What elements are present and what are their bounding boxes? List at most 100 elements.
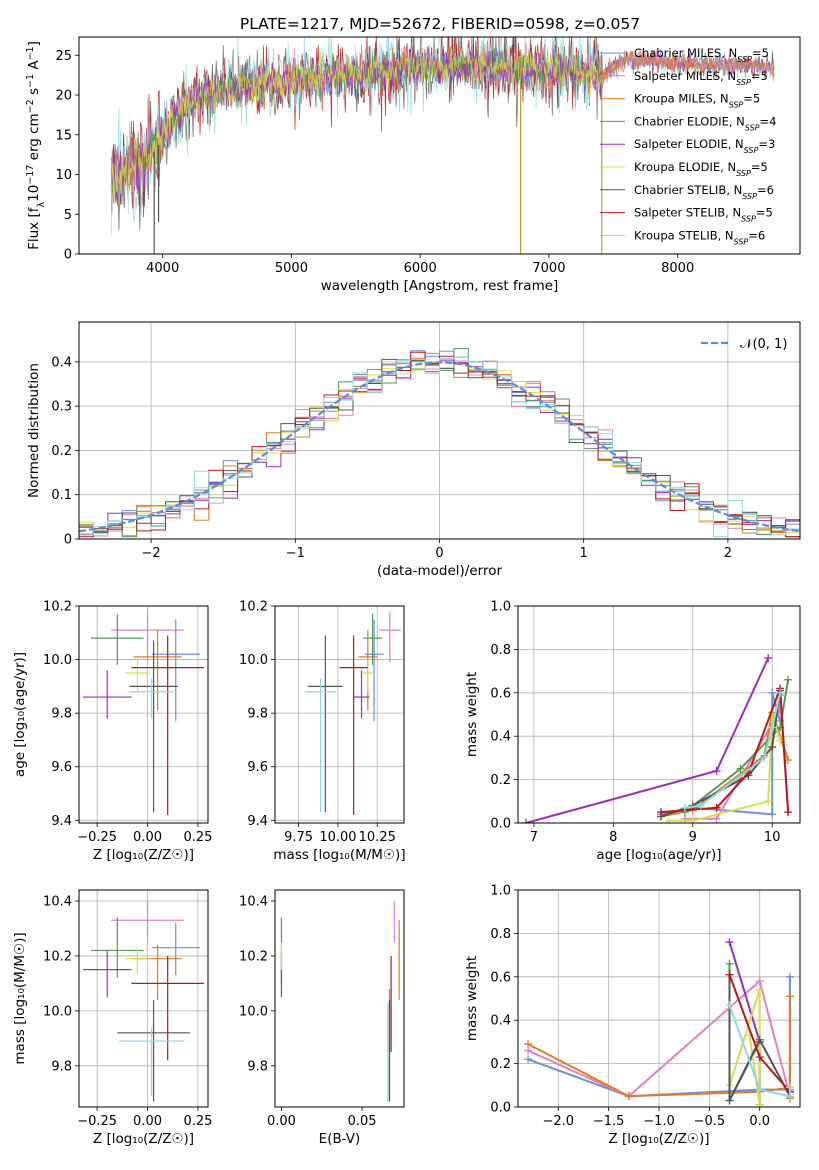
legend-nssp: 6 xyxy=(758,228,765,242)
series-marker xyxy=(764,797,773,806)
y-tick-label: 9.6 xyxy=(247,760,268,775)
y-tick-label: 9.4 xyxy=(51,814,72,829)
x-tick-label: 4000 xyxy=(146,261,179,276)
legend-label: Chabrier MILES, NSSP=5 xyxy=(634,46,769,64)
series-line-chabrier-miles xyxy=(660,692,782,816)
age-vs-mass-plot-area xyxy=(304,611,401,815)
x-tick-label: 0.00 xyxy=(267,1114,296,1129)
y-tick-label: 10.0 xyxy=(43,653,72,668)
errorbar-point xyxy=(129,678,174,719)
series-marker xyxy=(785,992,794,1001)
y-axis-label-part: s xyxy=(26,88,42,99)
x-tick-label: 10.25 xyxy=(359,830,396,845)
y-axis-label-part: λ xyxy=(36,202,47,208)
x-axis-label: Z [log₁₀(Z/Z☉)] xyxy=(608,1131,709,1147)
y-tick-label: 10.2 xyxy=(43,600,72,615)
y-tick-label: 10 xyxy=(55,168,72,183)
y-tick-label: 0.0 xyxy=(490,1101,511,1116)
legend-model: Chabrier ELODIE xyxy=(634,114,729,128)
legend-model: Kroupa STELIB xyxy=(634,228,718,242)
spectrum-axes: 4000 5000 6000 7000 8000 0 5 10 15 20 25 wavelength… xyxy=(25,36,801,294)
axes-frame xyxy=(78,889,209,1108)
axes-frame xyxy=(517,889,801,1108)
errorbar-point xyxy=(91,614,144,665)
legend: Chabrier MILES, NSSP=5 Salpeter MILES, NS… xyxy=(600,46,776,246)
x-tick-label: −0.25 xyxy=(77,830,117,845)
y-axis-label-part: erg cm xyxy=(26,113,42,164)
x-tick-label: 8000 xyxy=(661,261,694,276)
y-tick-label: 9.6 xyxy=(51,760,72,775)
series-marker xyxy=(785,1092,794,1101)
series-marker xyxy=(696,801,705,810)
legend-model: Chabrier STELIB xyxy=(634,183,726,197)
series-marker xyxy=(776,688,785,697)
legend-nssp: 6 xyxy=(767,183,774,197)
legend-model: Salpeter ELODIE xyxy=(634,137,728,151)
series-marker xyxy=(712,814,721,823)
series-line-chabrier-elodie xyxy=(684,679,790,813)
legend-nssp: 5 xyxy=(753,92,760,106)
x-axis-label: mass [log₁₀(M/M☉)] xyxy=(273,847,405,863)
x-axis-label: wavelength [Angstrom, rest frame] xyxy=(321,278,559,294)
y-tick-label: 10.4 xyxy=(43,894,72,909)
spectrum-plot-area xyxy=(110,37,775,254)
legend-label: Chabrier ELODIE, NSSP=4 xyxy=(634,114,776,131)
errorbar-point xyxy=(83,950,132,998)
x-tick-label: 1 xyxy=(580,546,588,561)
series-marker xyxy=(785,1083,794,1092)
x-tick-label: 8 xyxy=(609,830,617,845)
spectrum-line-salpeter-elodie xyxy=(110,45,603,206)
y-axis-label-part: Flux [f xyxy=(26,206,42,250)
y-tick-label: 0 xyxy=(64,533,72,548)
y-tick-label: 10.2 xyxy=(239,600,268,615)
axes-frame xyxy=(274,605,405,824)
y-axis-label-part: ] xyxy=(26,41,42,46)
series-line-kroupa-miles xyxy=(527,996,791,1099)
y-tick-label: 9.4 xyxy=(247,814,268,829)
x-tick-label: −1.5 xyxy=(593,1114,625,1129)
mass-vs-Z-plot-area xyxy=(83,900,204,1102)
x-tick-label: 10 xyxy=(764,830,781,845)
series-marker xyxy=(755,1035,764,1044)
errorbar-point xyxy=(133,630,182,711)
histogram-kroupa-miles xyxy=(79,352,800,539)
series-marker xyxy=(524,1055,533,1064)
axes-frame xyxy=(78,321,801,540)
series-marker xyxy=(521,819,530,823)
residual-histogram-plot-area xyxy=(79,348,800,539)
series-marker xyxy=(755,977,764,986)
series-marker xyxy=(760,753,769,762)
legend-nssp: 3 xyxy=(768,137,775,151)
series-marker xyxy=(688,816,697,823)
y-tick-label: 9.8 xyxy=(247,707,268,722)
y-tick-label: 0.1 xyxy=(51,488,72,503)
errorbar-point xyxy=(133,944,182,1000)
axes-frame xyxy=(517,605,801,824)
errorbar-point xyxy=(111,611,184,663)
errorbar-point xyxy=(378,611,401,663)
y-tick-label: 10.2 xyxy=(43,949,72,964)
x-axis-label: Z [log₁₀(Z/Z☉)] xyxy=(93,847,194,863)
series-marker xyxy=(712,766,721,775)
histogram-kroupa-stelib xyxy=(79,356,800,539)
y-axis-label-part: −17 xyxy=(25,165,36,185)
series-marker xyxy=(768,688,777,697)
y-axis-label-part: −1 xyxy=(25,74,36,88)
y-tick-label: 9.8 xyxy=(51,1059,72,1074)
errorbar-point xyxy=(129,640,178,813)
axes-frame xyxy=(274,889,405,1108)
errorbar-point xyxy=(131,635,204,815)
y-tick-label: 0.4 xyxy=(490,1014,511,1029)
errorbar-point xyxy=(353,670,370,719)
legend-model: Salpeter MILES xyxy=(634,69,720,83)
y-tick-label: 10.0 xyxy=(239,1004,268,1019)
x-tick-label: 2 xyxy=(724,546,732,561)
y-tick-label: 0.4 xyxy=(490,730,511,745)
y-tick-label: 0.2 xyxy=(51,444,72,459)
mass-vs-EBV-plot-area xyxy=(280,900,400,1102)
normal-curve xyxy=(79,361,800,533)
series-marker xyxy=(725,1096,734,1105)
series-marker xyxy=(725,970,734,979)
mass-vs-Z-axes: −0.25 0.00 0.25 9.8 10.0 10.2 10.4 Z [log₁₀(Z/Z… xyxy=(12,889,212,1147)
